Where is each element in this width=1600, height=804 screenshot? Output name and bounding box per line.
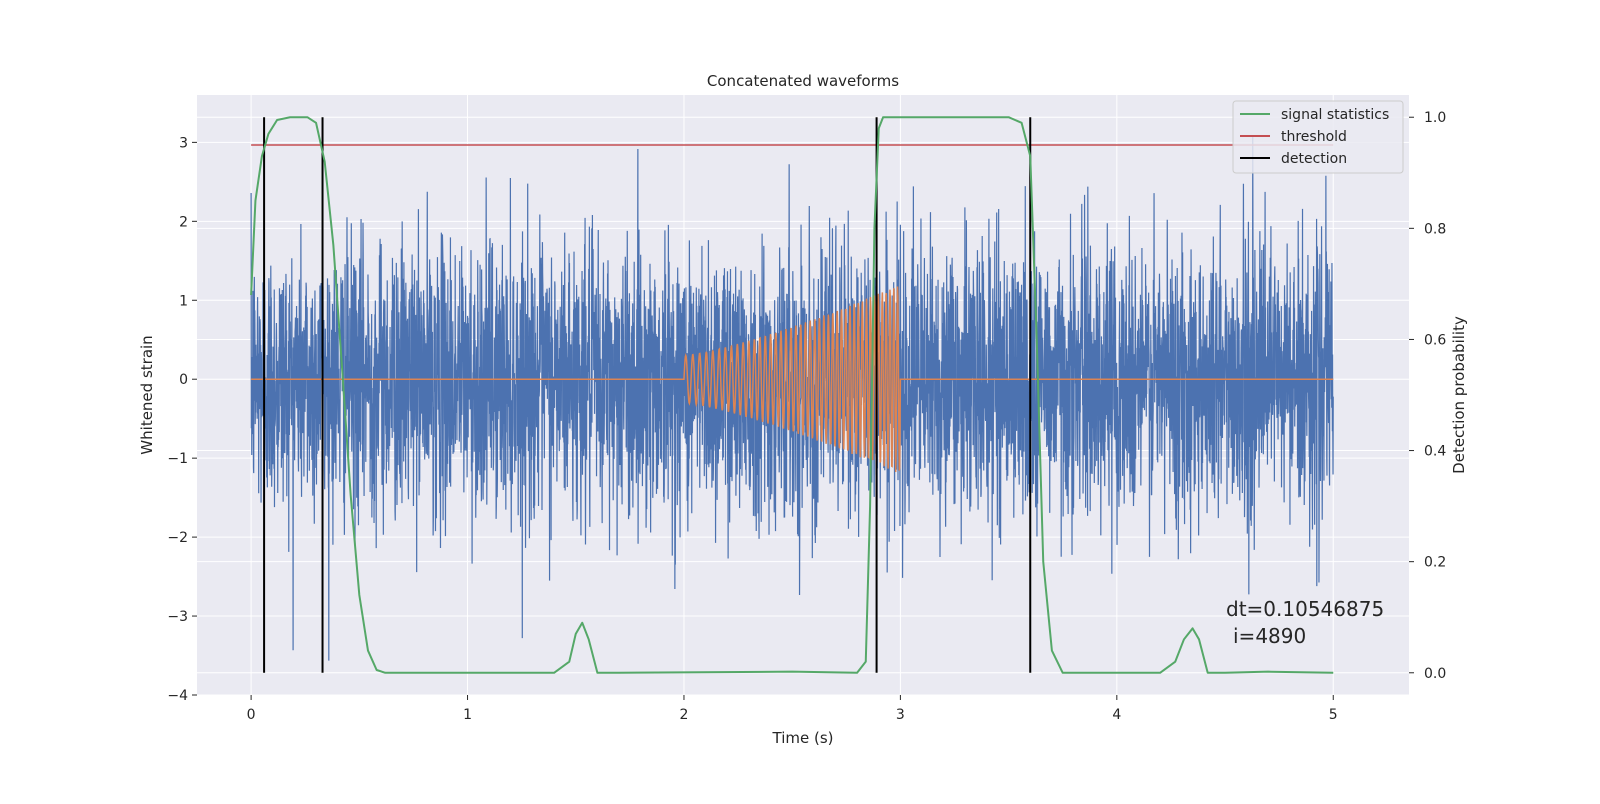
annotation-dt: dt=0.10546875 bbox=[1226, 597, 1384, 621]
x-axis-label: Time (s) bbox=[772, 729, 834, 747]
y-left-tick-label: 1 bbox=[179, 293, 188, 309]
chart-title: Concatenated waveforms bbox=[707, 72, 899, 90]
y-left-tick-label: 3 bbox=[179, 135, 188, 151]
legend-label-detection: detection bbox=[1281, 151, 1347, 167]
x-tick-label: 4 bbox=[1112, 707, 1121, 723]
y-right-tick-label: 0.6 bbox=[1424, 332, 1446, 348]
y-axis-right: 1.0 0.8 0.6 0.4 0.2 0.0 bbox=[1409, 110, 1446, 682]
y-axis-right-label: Detection probability bbox=[1450, 316, 1468, 474]
legend-label-signal-statistics: signal statistics bbox=[1281, 107, 1389, 123]
x-tick-label: 1 bbox=[463, 707, 472, 723]
y-axis-left: 3 2 1 0 −1 −2 −3 −4 bbox=[167, 135, 197, 704]
x-tick-label: 5 bbox=[1329, 707, 1338, 723]
legend-box bbox=[1232, 100, 1404, 174]
legend: signal statistics threshold detection bbox=[1232, 100, 1404, 174]
y-right-tick-label: 0.4 bbox=[1424, 444, 1446, 460]
y-left-tick-label: −1 bbox=[167, 451, 188, 467]
y-right-tick-label: 1.0 bbox=[1424, 110, 1446, 126]
x-axis: 0 1 2 3 4 5 bbox=[247, 695, 1338, 723]
signal-statistics-path bbox=[250, 116, 1334, 674]
detection-lines bbox=[263, 117, 1032, 673]
y-right-tick-label: 0.2 bbox=[1424, 555, 1446, 571]
y-right-tick-label: 0.8 bbox=[1424, 221, 1446, 237]
y-left-tick-label: −2 bbox=[167, 530, 188, 546]
annotation-i: i=4890 bbox=[1233, 624, 1306, 648]
y-left-tick-label: −4 bbox=[167, 688, 188, 704]
legend-label-threshold: threshold bbox=[1281, 129, 1347, 145]
y-left-tick-label: −3 bbox=[167, 609, 188, 625]
y-left-tick-label: 0 bbox=[179, 372, 188, 388]
y-axis-left-label: Whitened strain bbox=[138, 335, 156, 454]
template-path bbox=[251, 286, 1334, 472]
y-right-tick-label: 0.0 bbox=[1424, 666, 1446, 682]
signal-statistics-line bbox=[250, 116, 1334, 674]
y-left-tick-label: 2 bbox=[179, 214, 188, 230]
x-tick-label: 2 bbox=[680, 707, 689, 723]
x-tick-label: 0 bbox=[247, 707, 256, 723]
template-trace bbox=[251, 286, 1334, 472]
x-tick-label: 3 bbox=[896, 707, 905, 723]
